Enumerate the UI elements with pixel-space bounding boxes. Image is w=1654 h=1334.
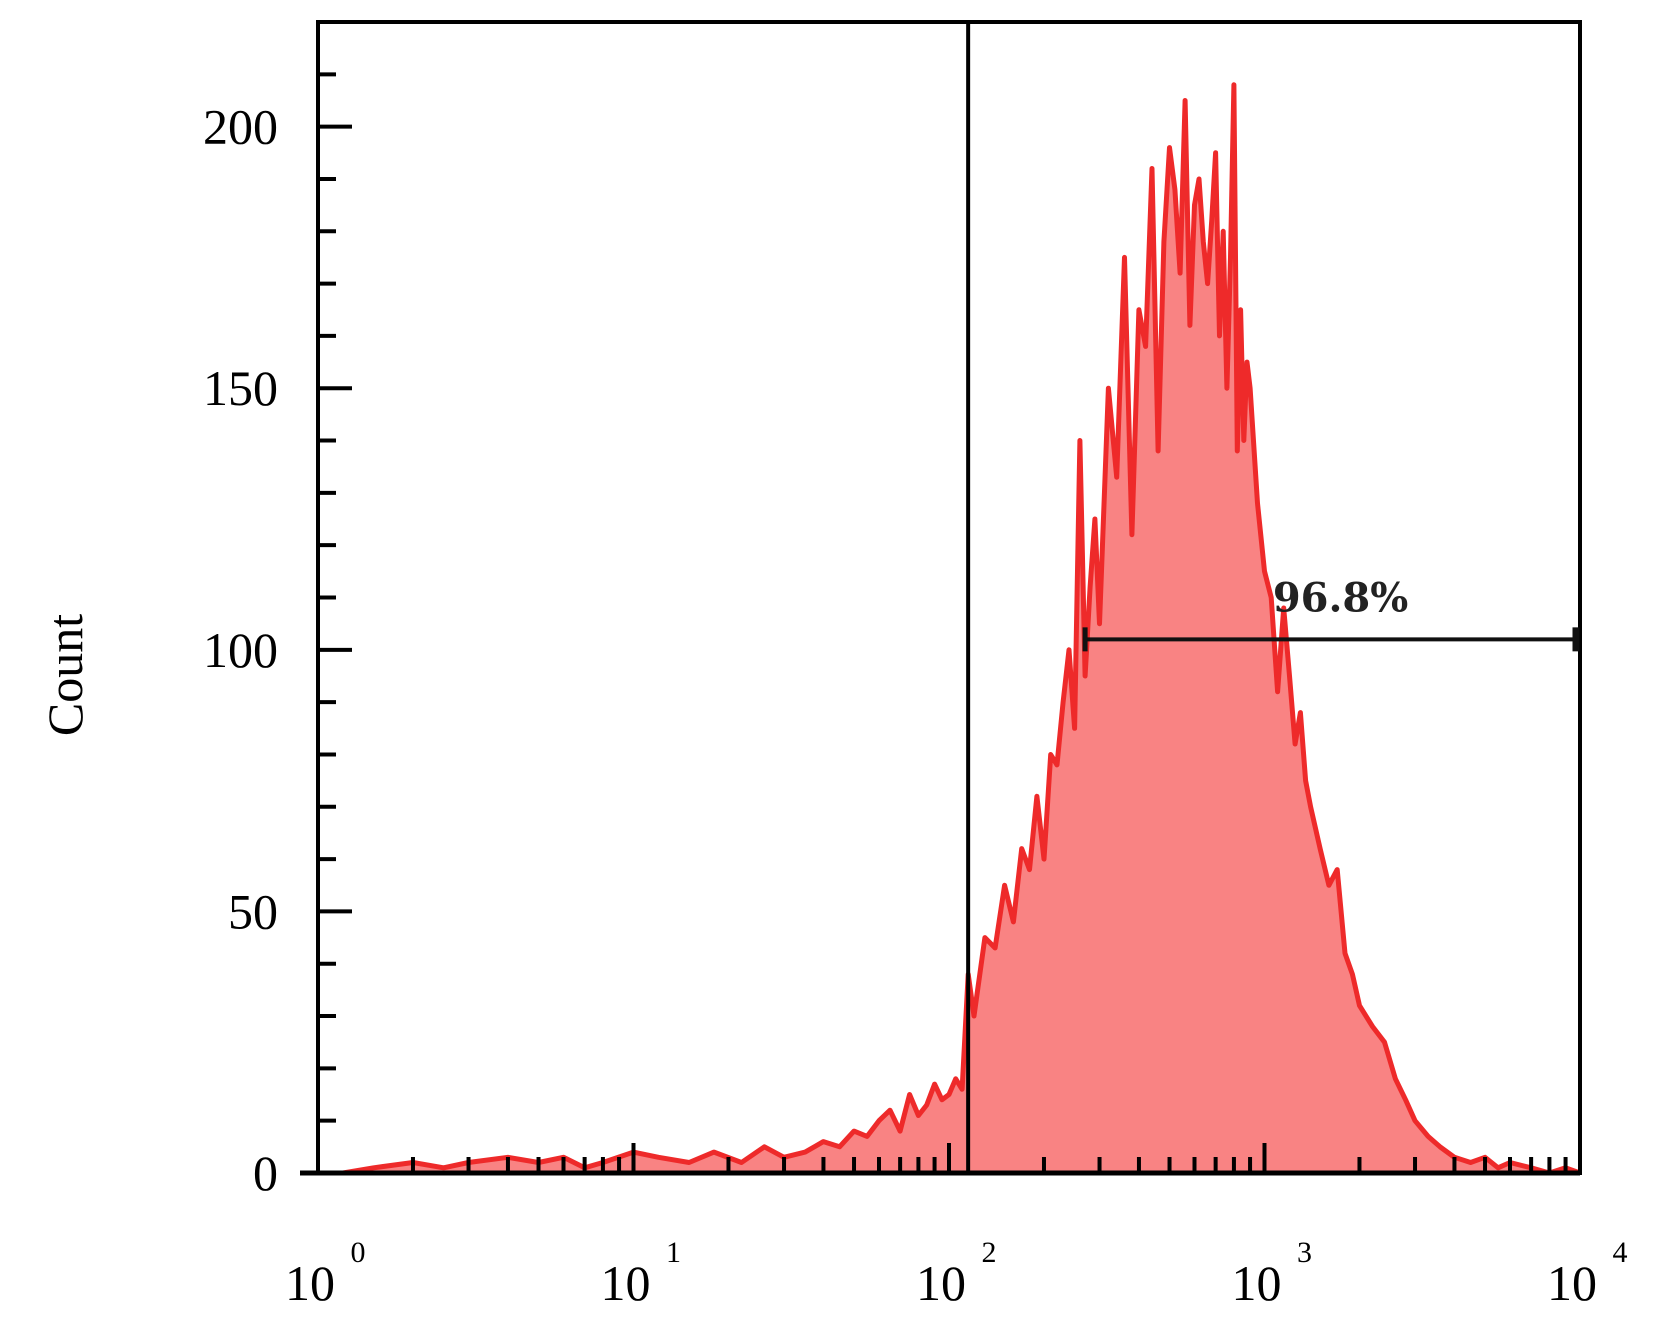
y-axis-label: Count <box>37 614 93 736</box>
x-tick-exponent: 4 <box>1613 1236 1628 1269</box>
axis-ticks <box>316 72 1582 1175</box>
x-tick-base: 10 <box>601 1255 651 1311</box>
x-tick-base: 10 <box>916 1255 966 1311</box>
y-tick-label: 200 <box>203 99 278 155</box>
x-tick-base: 10 <box>285 1255 335 1311</box>
x-tick-exponent: 1 <box>666 1236 681 1269</box>
histogram-outline <box>342 82 1581 1176</box>
x-tick-exponent: 2 <box>982 1236 997 1269</box>
x-tick-label: 10 4 <box>1547 1236 1628 1311</box>
x-tick-base: 10 <box>1232 1255 1282 1311</box>
x-tick-exponent: 0 <box>351 1236 366 1269</box>
y-tick-label: 150 <box>203 360 278 416</box>
y-tick-label: 100 <box>203 622 278 678</box>
x-tick-label: 10 3 <box>1232 1236 1313 1311</box>
marker-label: 96.8% <box>1273 574 1408 621</box>
histogram-area <box>342 84 1580 1173</box>
x-tick-base: 10 <box>1547 1255 1597 1311</box>
y-tick-label: 50 <box>228 883 278 939</box>
x-tick-label: 10 0 <box>285 1236 366 1311</box>
histogram-layer <box>342 82 1581 1176</box>
y-tick-label: 0 <box>253 1145 278 1201</box>
x-tick-label: 10 1 <box>601 1236 682 1311</box>
x-tick-label: 10 2 <box>916 1236 997 1311</box>
annotations: 96.8% <box>1082 574 1580 652</box>
x-tick-exponent: 3 <box>1297 1236 1312 1269</box>
